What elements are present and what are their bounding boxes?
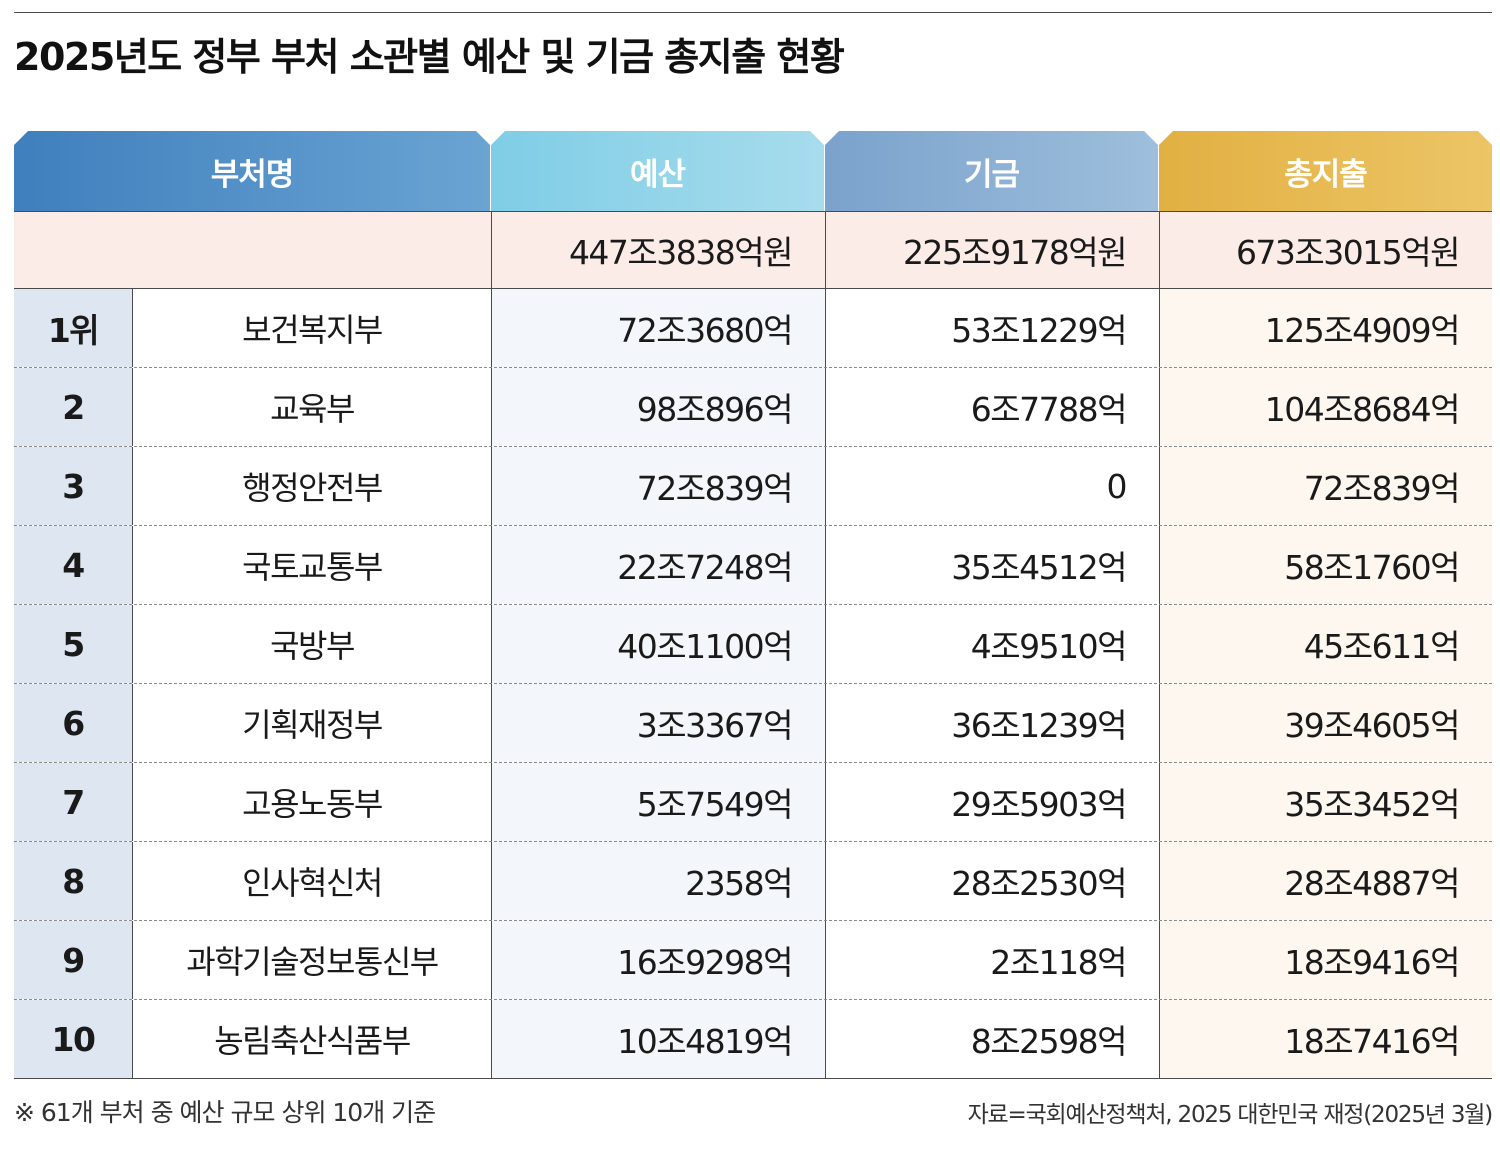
fund-cell: 28조2530억 [825,842,1159,920]
budget-cell: 5조7549억 [491,763,825,841]
total-cell: 72조839억 [1159,447,1492,525]
budget-cell: 3조3367억 [491,684,825,762]
table-row: 8 인사혁신처 2358억 28조2530억 28조4887억 [14,842,1492,921]
rank-cell: 4 [14,526,133,604]
table-row: 4 국토교통부 22조7248억 35조4512억 58조1760억 [14,526,1492,605]
table-row: 3 행정안전부 72조839억 0 72조839억 [14,447,1492,526]
table-row: 5 국방부 40조1100억 4조9510억 45조611억 [14,605,1492,684]
rank-cell: 2 [14,368,133,446]
total-cell: 18조9416억 [1159,921,1492,999]
department-cell: 기획재정부 [133,684,491,762]
budget-cell: 16조9298억 [491,921,825,999]
rank-cell: 5 [14,605,133,683]
budget-cell: 22조7248억 [491,526,825,604]
fund-cell: 2조118억 [825,921,1159,999]
total-cell: 28조4887억 [1159,842,1492,920]
total-spending: 673조3015억원 [1159,212,1492,288]
rank-cell: 6 [14,684,133,762]
header-department: 부처명 [14,131,490,211]
total-cell: 39조4605억 [1159,684,1492,762]
top-rule [14,12,1492,13]
budget-cell: 72조3680억 [491,289,825,367]
department-cell: 과학기술정보통신부 [133,921,491,999]
fund-cell: 29조5903억 [825,763,1159,841]
total-cell: 58조1760억 [1159,526,1492,604]
source-note: 자료=국회예산정책처, 2025 대한민국 재정(2025년 3월) [967,1102,1494,1128]
budget-cell: 2358억 [491,842,825,920]
department-cell: 고용노동부 [133,763,491,841]
fund-cell: 53조1229억 [825,289,1159,367]
footnote: ※ 61개 부처 중 예산 규모 상위 10개 기준 [14,1098,436,1127]
budget-cell: 98조896억 [491,368,825,446]
rank-cell: 7 [14,763,133,841]
budget-cell: 40조1100억 [491,605,825,683]
fund-cell: 0 [825,447,1159,525]
table-row: 6 기획재정부 3조3367억 36조1239억 39조4605억 [14,684,1492,763]
header-total: 총지출 [1159,131,1492,211]
department-cell: 국방부 [133,605,491,683]
department-cell: 농림축산식품부 [133,1000,491,1078]
budget-cell: 72조839억 [491,447,825,525]
table-row: 2 교육부 98조896억 6조7788억 104조8684억 [14,368,1492,447]
table-row: 9 과학기술정보통신부 16조9298억 2조118억 18조9416억 [14,921,1492,1000]
fund-cell: 8조2598억 [825,1000,1159,1078]
department-cell: 인사혁신처 [133,842,491,920]
fund-cell: 35조4512억 [825,526,1159,604]
totals-row: 447조3838억원 225조9178억원 673조3015억원 [14,211,1492,289]
fund-cell: 4조9510억 [825,605,1159,683]
rank-cell: 10 [14,1000,133,1078]
rank-cell: 8 [14,842,133,920]
fund-cell: 36조1239억 [825,684,1159,762]
total-cell: 35조3452억 [1159,763,1492,841]
header-fund: 기금 [825,131,1158,211]
rank-cell: 1위 [14,289,133,367]
rank-cell: 9 [14,921,133,999]
total-cell: 18조7416억 [1159,1000,1492,1078]
header-budget: 예산 [491,131,824,211]
table-row: 1위 보건복지부 72조3680억 53조1229억 125조4909억 [14,289,1492,368]
department-cell: 보건복지부 [133,289,491,367]
page-title: 2025년도 정부 부처 소관별 예산 및 기금 총지출 현황 [14,35,845,79]
table-row: 10 농림축산식품부 10조4819억 8조2598억 18조7416억 [14,1000,1492,1079]
table-header-row: 부처명 예산 기금 총지출 [14,131,1492,211]
rank-cell: 3 [14,447,133,525]
total-cell: 125조4909억 [1159,289,1492,367]
department-cell: 행정안전부 [133,447,491,525]
fund-cell: 6조7788억 [825,368,1159,446]
total-budget: 447조3838억원 [491,212,825,288]
total-cell: 45조611억 [1159,605,1492,683]
total-fund: 225조9178억원 [825,212,1159,288]
department-cell: 국토교통부 [133,526,491,604]
total-cell: 104조8684억 [1159,368,1492,446]
budget-cell: 10조4819억 [491,1000,825,1078]
budget-table: 부처명 예산 기금 총지출 447조3838억원 225조9178억원 673조… [14,131,1492,1079]
table-row: 7 고용노동부 5조7549억 29조5903억 35조3452억 [14,763,1492,842]
department-cell: 교육부 [133,368,491,446]
